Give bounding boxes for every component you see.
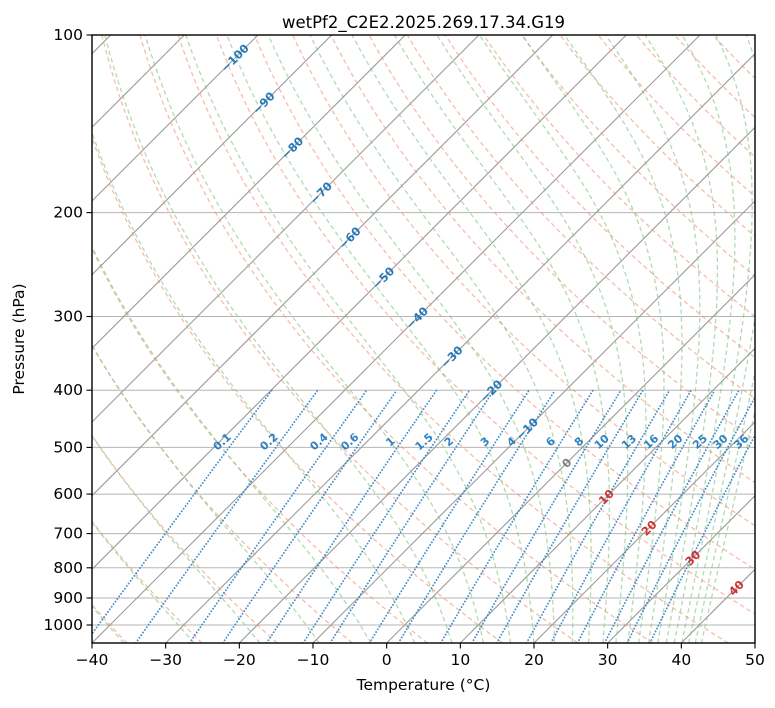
svg-text:600: 600 <box>53 485 83 503</box>
y-axis-ticks: 100 200 300 400 500 600 700 800 900 1000 <box>44 26 92 634</box>
svg-text:30: 30 <box>598 651 618 669</box>
chart-title: wetPf2_C2E2.2025.269.17.34.G19 <box>281 13 566 32</box>
svg-text:16: 16 <box>641 432 661 452</box>
axes-frame <box>91 34 756 644</box>
svg-text:−20: −20 <box>223 651 256 669</box>
svg-text:900: 900 <box>53 589 83 607</box>
svg-text:−100: −100 <box>218 41 252 75</box>
svg-text:50: 50 <box>745 651 765 669</box>
svg-text:20: 20 <box>524 651 544 669</box>
svg-text:700: 700 <box>53 525 83 543</box>
svg-text:13: 13 <box>619 432 639 452</box>
svg-text:1000: 1000 <box>44 616 83 634</box>
svg-text:40: 40 <box>671 651 691 669</box>
svg-text:100: 100 <box>53 26 83 44</box>
svg-text:−40: −40 <box>76 651 109 669</box>
svg-text:10: 10 <box>450 651 470 669</box>
svg-text:0.2: 0.2 <box>258 431 281 454</box>
x-axis-ticks: −40 −30 −20 −10 0 10 20 30 40 50 <box>76 643 765 669</box>
dry-adiabats <box>92 35 755 643</box>
svg-text:400: 400 <box>53 381 83 399</box>
svg-text:25: 25 <box>690 432 710 452</box>
mixing-ratio-labels: 0.1 0.2 0.4 0.6 1 1.5 2 3 4 6 8 10 13 16 20 25 30 36 <box>211 430 752 453</box>
svg-text:−10: −10 <box>297 651 330 669</box>
temperature-curve <box>369 35 593 602</box>
svg-text:200: 200 <box>53 204 83 222</box>
isobar-gridlines <box>92 34 755 626</box>
svg-text:300: 300 <box>53 308 83 326</box>
moist-adiabats <box>92 35 755 643</box>
mixing-ratio-lines <box>92 389 755 643</box>
x-axis-label: Temperature (°C) <box>356 676 491 694</box>
svg-text:−30: −30 <box>149 651 182 669</box>
svg-text:0.1: 0.1 <box>211 431 234 454</box>
svg-text:0.4: 0.4 <box>308 430 331 453</box>
svg-text:800: 800 <box>53 559 83 577</box>
y-axis-label: Pressure (hPa) <box>10 283 28 395</box>
svg-text:0: 0 <box>382 651 392 669</box>
svg-text:500: 500 <box>53 438 83 456</box>
